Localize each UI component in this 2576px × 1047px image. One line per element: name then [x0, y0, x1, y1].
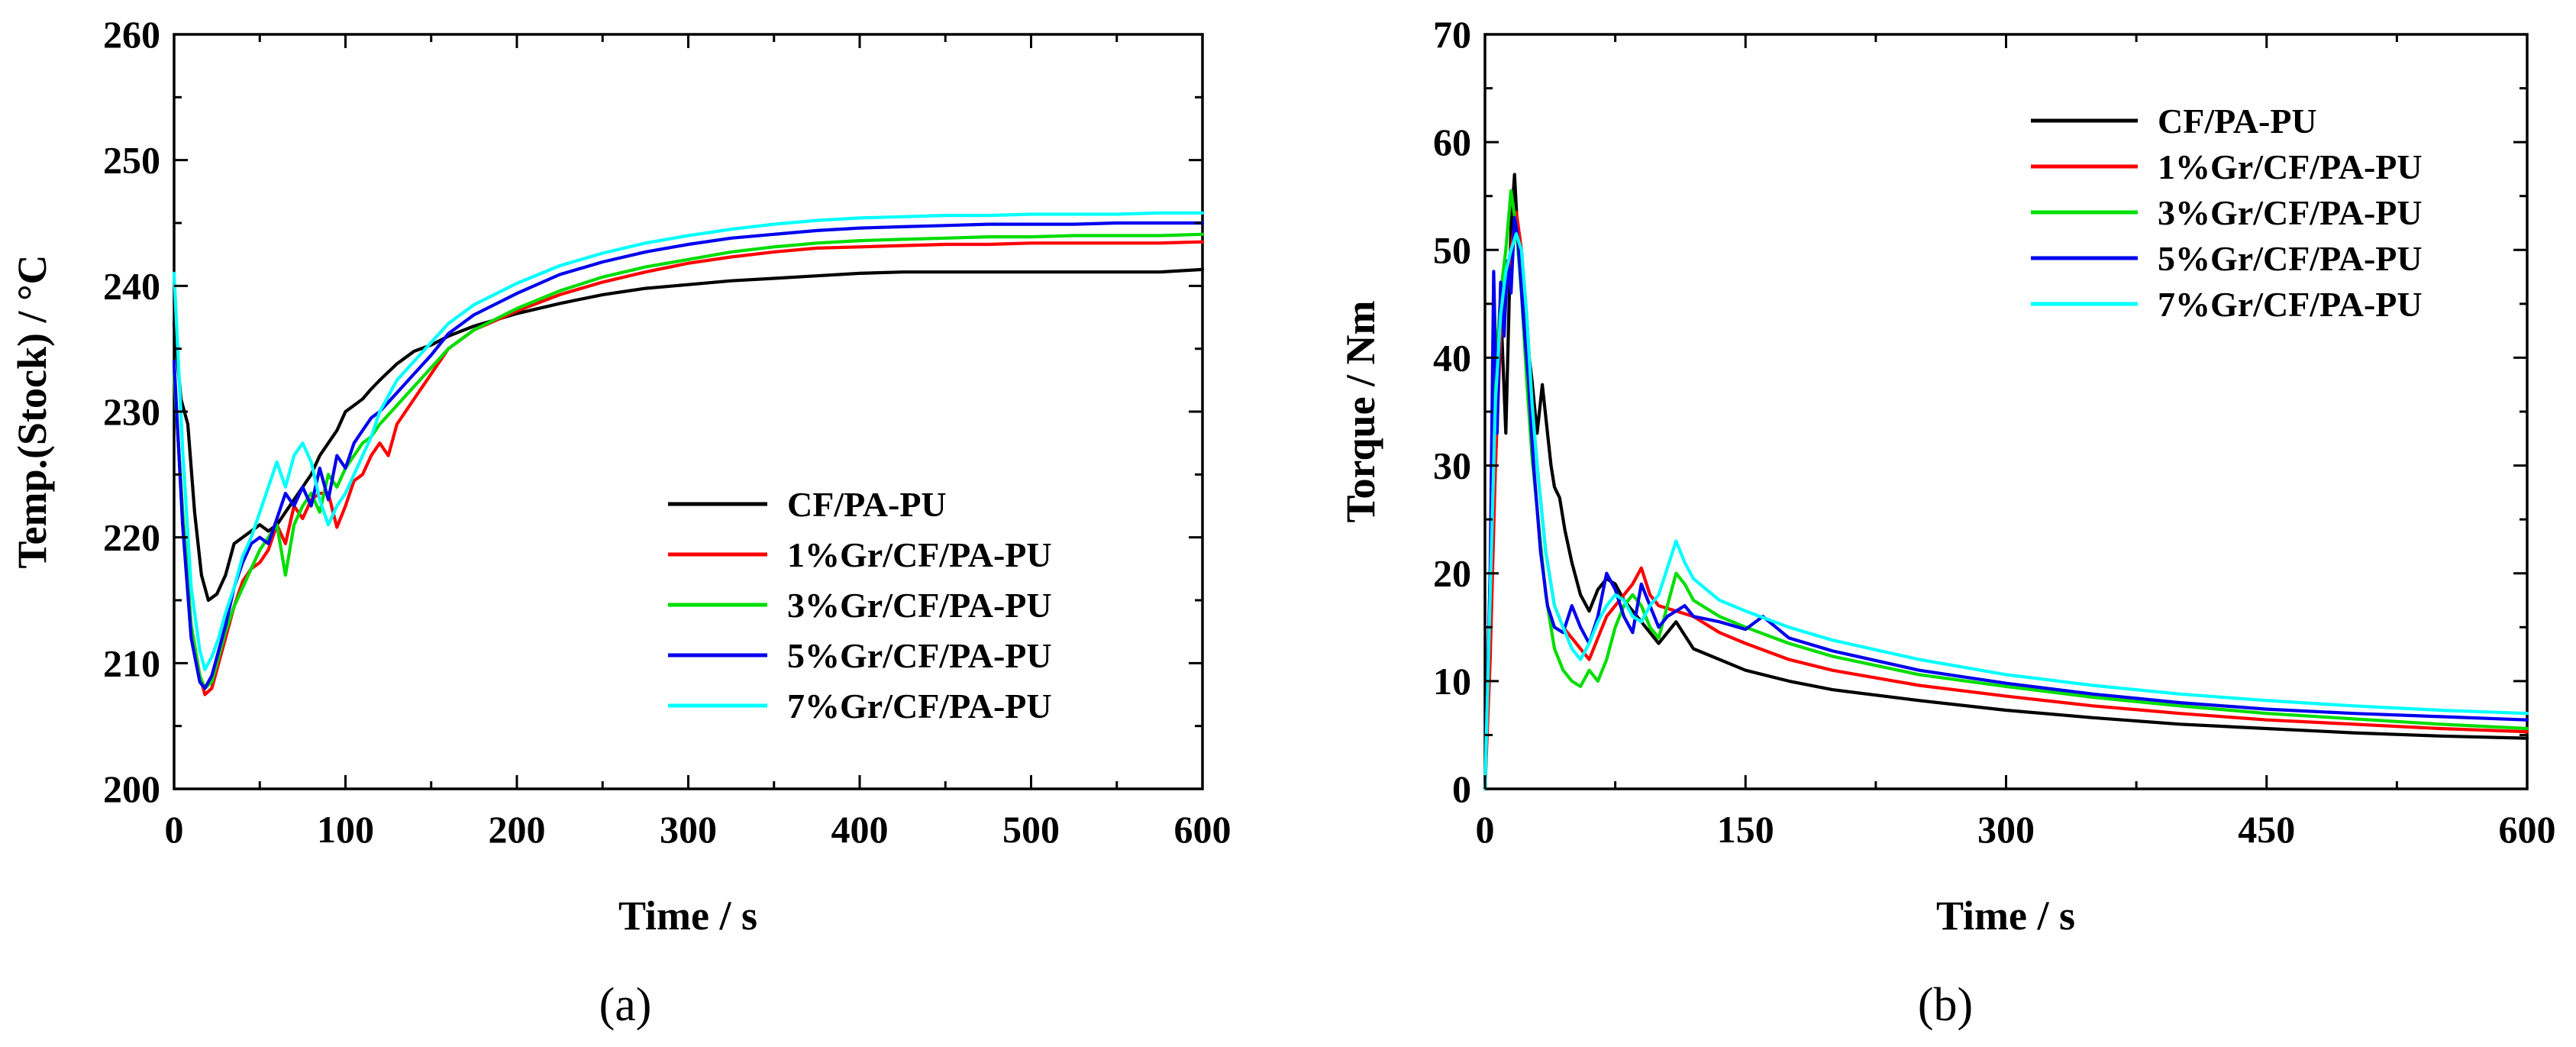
panel-a-series-layer: [172, 211, 1205, 696]
panel-b-y-tick-label: 50: [1433, 228, 1471, 271]
panel-a-series-line-2: [172, 240, 1205, 696]
panel-b-chart: 0 150 300 450 600 0 10 20 30 40 50 60 70 Time / s To…: [1338, 13, 2556, 1031]
panel-a-series-line-1: [172, 267, 1205, 603]
panel-a-x-axis-title: Time / s: [618, 893, 757, 939]
panel-a-ticks: 0 100 200 300 400 500 600 200 210 220 230 240 250 260: [103, 13, 1232, 851]
panel-b-label: (b): [1918, 979, 1973, 1031]
panel-b-legend: CF/PA-PU 1%Gr/CF/PA-PU 3%Gr/CF/PA-PU 5%Gr/C…: [2031, 102, 2423, 324]
panel-b-y-axis-title: Torque / Nm: [1338, 300, 1383, 522]
panel-b-y-tick-label: 20: [1433, 552, 1471, 595]
panel-b-series-layer: [1483, 173, 2529, 791]
panel-a-y-tick-label: 250: [103, 139, 160, 182]
panel-b-ticks: 0 150 300 450 600 0 10 20 30 40 50 60 70: [1433, 13, 2556, 851]
panel-b-x-tick-label: 300: [1977, 808, 2035, 851]
panel-b-series-line-3: [1483, 189, 2529, 791]
panel-a-y-tick-label: 230: [103, 390, 160, 433]
panel-a-x-tick-label: 500: [1002, 808, 1060, 851]
panel-a-y-tick-label: 240: [103, 264, 160, 307]
panel-a-chart: 0 100 200 300 400 500 600 200 210 220 230 240 250 260…: [9, 13, 1232, 1031]
panel-b-legend-label: CF/PA-PU: [2158, 102, 2317, 141]
panel-a-x-tick-label: 600: [1174, 808, 1232, 851]
panel-a-y-tick-label: 210: [103, 641, 160, 684]
panel-a-x-tick-label: 100: [317, 808, 374, 851]
panel-b-series-line-5: [1483, 232, 2529, 791]
panel-b-y-tick-label: 10: [1433, 660, 1471, 703]
panel-a-legend-label: CF/PA-PU: [787, 485, 947, 524]
panel-a-x-tick-label: 300: [660, 808, 717, 851]
panel-a-series-line-5: [172, 211, 1205, 671]
panel-a-y-tick-label: 220: [103, 516, 160, 559]
panel-a-y-tick-label: 200: [103, 767, 160, 810]
panel-b-x-tick-label: 150: [1717, 808, 1774, 851]
panel-a-legend-label: 7%Gr/CF/PA-PU: [787, 687, 1052, 725]
panel-b-series-line-4: [1483, 215, 2529, 791]
panel-a-legend-label: 5%Gr/CF/PA-PU: [787, 636, 1052, 675]
panel-b-legend-label: 7%Gr/CF/PA-PU: [2158, 285, 2423, 324]
panel-a-label: (a): [599, 979, 652, 1031]
panel-a-plot-frame: [173, 33, 1204, 790]
panel-b-legend-label: 5%Gr/CF/PA-PU: [2158, 239, 2423, 278]
panel-a-x-tick-label: 200: [489, 808, 546, 851]
panel-b-series-line-2: [1483, 210, 2529, 791]
panel-b-x-tick-label: 0: [1476, 808, 1495, 851]
panel-b-legend-label: 3%Gr/CF/PA-PU: [2158, 193, 2423, 232]
panel-b-y-tick-label: 0: [1452, 767, 1471, 810]
panel-b-y-tick-label: 70: [1433, 13, 1471, 56]
panel-a-legend-label: 1%Gr/CF/PA-PU: [787, 535, 1052, 574]
panel-b-y-tick-label: 60: [1433, 121, 1471, 163]
panel-a-legend: CF/PA-PU 1%Gr/CF/PA-PU 3%Gr/CF/PA-PU 5%Gr/C…: [668, 485, 1052, 725]
panel-b-y-tick-label: 40: [1433, 336, 1471, 379]
panel-b-x-axis-title: Time / s: [1936, 893, 2075, 939]
panel-a-x-tick-label: 0: [165, 808, 184, 851]
panel-a-y-tick-label: 260: [103, 13, 160, 56]
panel-b-x-tick-label: 450: [2238, 808, 2295, 851]
panel-a-legend-label: 3%Gr/CF/PA-PU: [787, 586, 1052, 625]
panel-a-series-line-3: [172, 232, 1205, 690]
panel-b-y-tick-label: 30: [1433, 444, 1471, 487]
panel-a-x-tick-label: 400: [831, 808, 889, 851]
panel-a-y-axis-title: Temp.(Stock) / °C: [9, 254, 55, 568]
panel-b-x-tick-label: 600: [2499, 808, 2556, 851]
panel-b-legend-label: 1%Gr/CF/PA-PU: [2158, 147, 2423, 186]
